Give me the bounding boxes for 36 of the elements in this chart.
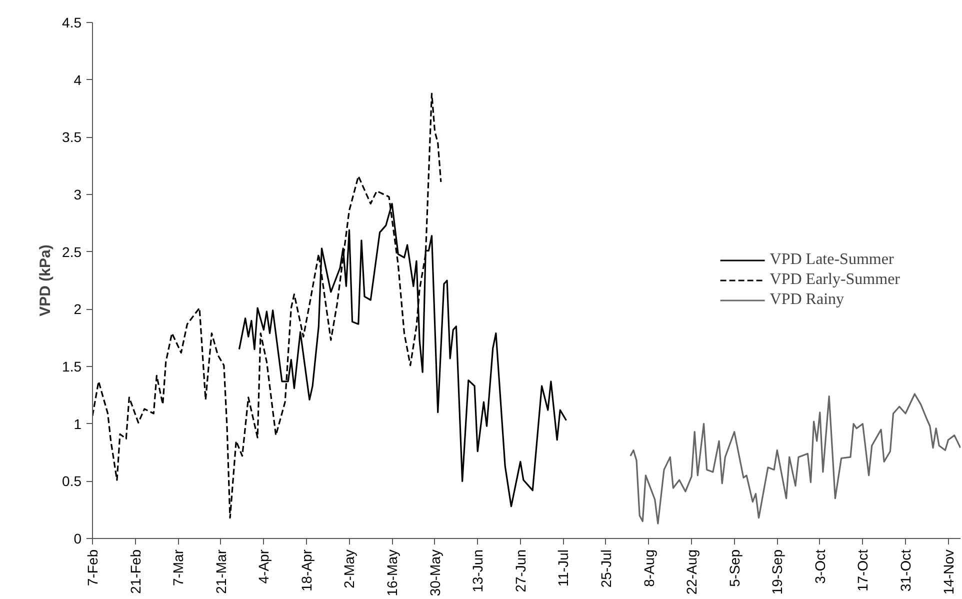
x-tick-label: 5-Sep <box>726 549 742 587</box>
x-tick-label: 8-Aug <box>640 550 657 587</box>
x-tick-label: 14-Nov <box>940 549 956 595</box>
x-tick-label: 21-Mar <box>212 549 229 594</box>
y-tick-label: 4 <box>74 72 82 88</box>
x-tick-label: 21-Feb <box>127 549 144 594</box>
x-tick-label: 16-May <box>384 549 400 596</box>
x-tick-label: 27-Jun <box>512 549 528 592</box>
y-tick-label: 0.5 <box>62 473 82 490</box>
y-tick-label: 2.5 <box>62 244 82 260</box>
legend-label: VPD Early-Summer <box>770 271 900 289</box>
y-tick-label: 3.5 <box>62 129 82 146</box>
x-tick-label: 18-Apr <box>298 549 314 592</box>
y-axis-title: VPD (kPa) <box>37 244 54 316</box>
y-tick-label: 1 <box>74 416 82 432</box>
line-series <box>630 393 960 524</box>
x-tick-label: 31-Oct <box>897 549 914 592</box>
y-tick-label: 4.5 <box>62 14 82 30</box>
y-tick-label: 3 <box>74 186 82 202</box>
x-tick-label: 11-Jul <box>555 550 572 587</box>
x-tick-label: 2-May <box>341 549 358 588</box>
x-tick-label: 19-Sep <box>769 549 786 595</box>
legend-label: VPD Rainy <box>770 291 844 309</box>
y-tick-label: 0 <box>74 530 82 546</box>
x-tick-label: 3-Oct <box>812 549 828 584</box>
x-tick-label: 17-Oct <box>854 549 871 592</box>
x-tick-label: 7-Feb <box>84 549 100 586</box>
x-tick-label: 22-Aug <box>684 549 700 595</box>
y-tick-label: 1.5 <box>62 358 82 374</box>
x-tick-label: 7-Mar <box>170 549 186 586</box>
y-tick-label: 2 <box>74 301 82 318</box>
x-tick-label: 25-Jul <box>598 549 614 588</box>
legend-label: VPD Late-Summer <box>770 251 894 269</box>
x-tick-label: 30-May <box>426 549 443 596</box>
x-tick-label: 4-Apr <box>256 549 272 584</box>
x-tick-label: 13-Jun <box>470 549 486 592</box>
